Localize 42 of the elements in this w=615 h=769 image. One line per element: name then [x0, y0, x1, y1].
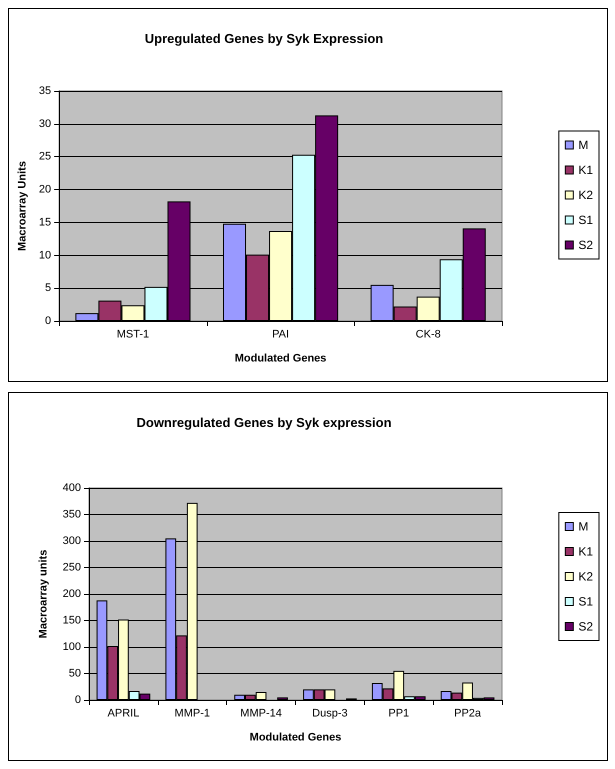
chart-title: Downregulated Genes by Syk expression	[136, 415, 392, 430]
y-tick-label: 20	[38, 184, 52, 196]
x-tick-label: PP1	[388, 708, 410, 720]
y-tick-label: 5	[45, 282, 52, 294]
y-tick-label: 50	[68, 668, 81, 680]
y-axis-title: Macroarray units	[38, 550, 50, 638]
y-tick-label: 0	[74, 694, 81, 706]
x-axis-title: Modulated Genes	[234, 352, 326, 364]
y-tick-label: 0	[45, 315, 52, 327]
y-tick-label: 30	[38, 118, 52, 130]
legend-label: K1	[578, 163, 594, 177]
legend-label: M	[578, 138, 588, 152]
legend-label: K2	[578, 570, 594, 584]
y-axis-title: Macroarray Units	[16, 161, 28, 251]
legend-label: M	[578, 520, 588, 534]
x-tick-label: APRIL	[108, 708, 140, 720]
x-tick-label: MMP-1	[174, 708, 210, 720]
chart-title: Upregulated Genes by Syk Expression	[144, 31, 384, 46]
y-tick-label: 150	[62, 614, 81, 626]
x-tick-label: MST-1	[116, 328, 150, 340]
y-tick-label: 10	[38, 249, 52, 262]
y-tick-label: 200	[62, 588, 81, 600]
y-tick-label: 100	[62, 641, 81, 653]
legend-label: K1	[578, 544, 594, 558]
legend-label: S1	[578, 213, 594, 227]
y-tick-label: 25	[38, 150, 52, 163]
legend-label: S2	[578, 620, 594, 634]
legend-label: S2	[578, 238, 594, 252]
legend-label: K2	[578, 188, 594, 202]
x-tick-label: PP2a	[454, 708, 482, 720]
legend-label: S1	[578, 594, 594, 608]
x-tick-label: Dusp-3	[312, 708, 348, 720]
y-tick-label: 300	[62, 535, 81, 547]
y-tick-label: 250	[62, 562, 81, 574]
x-tick-label: MMP-14	[240, 708, 282, 720]
y-tick-label: 35	[38, 85, 52, 97]
x-axis-title: Modulated Genes	[250, 732, 342, 744]
y-tick-label: 350	[62, 508, 81, 520]
x-tick-label: PAI	[272, 328, 290, 340]
y-tick-label: 400	[62, 482, 81, 494]
y-tick-label: 15	[38, 216, 52, 228]
x-tick-label: CK-8	[416, 328, 441, 340]
